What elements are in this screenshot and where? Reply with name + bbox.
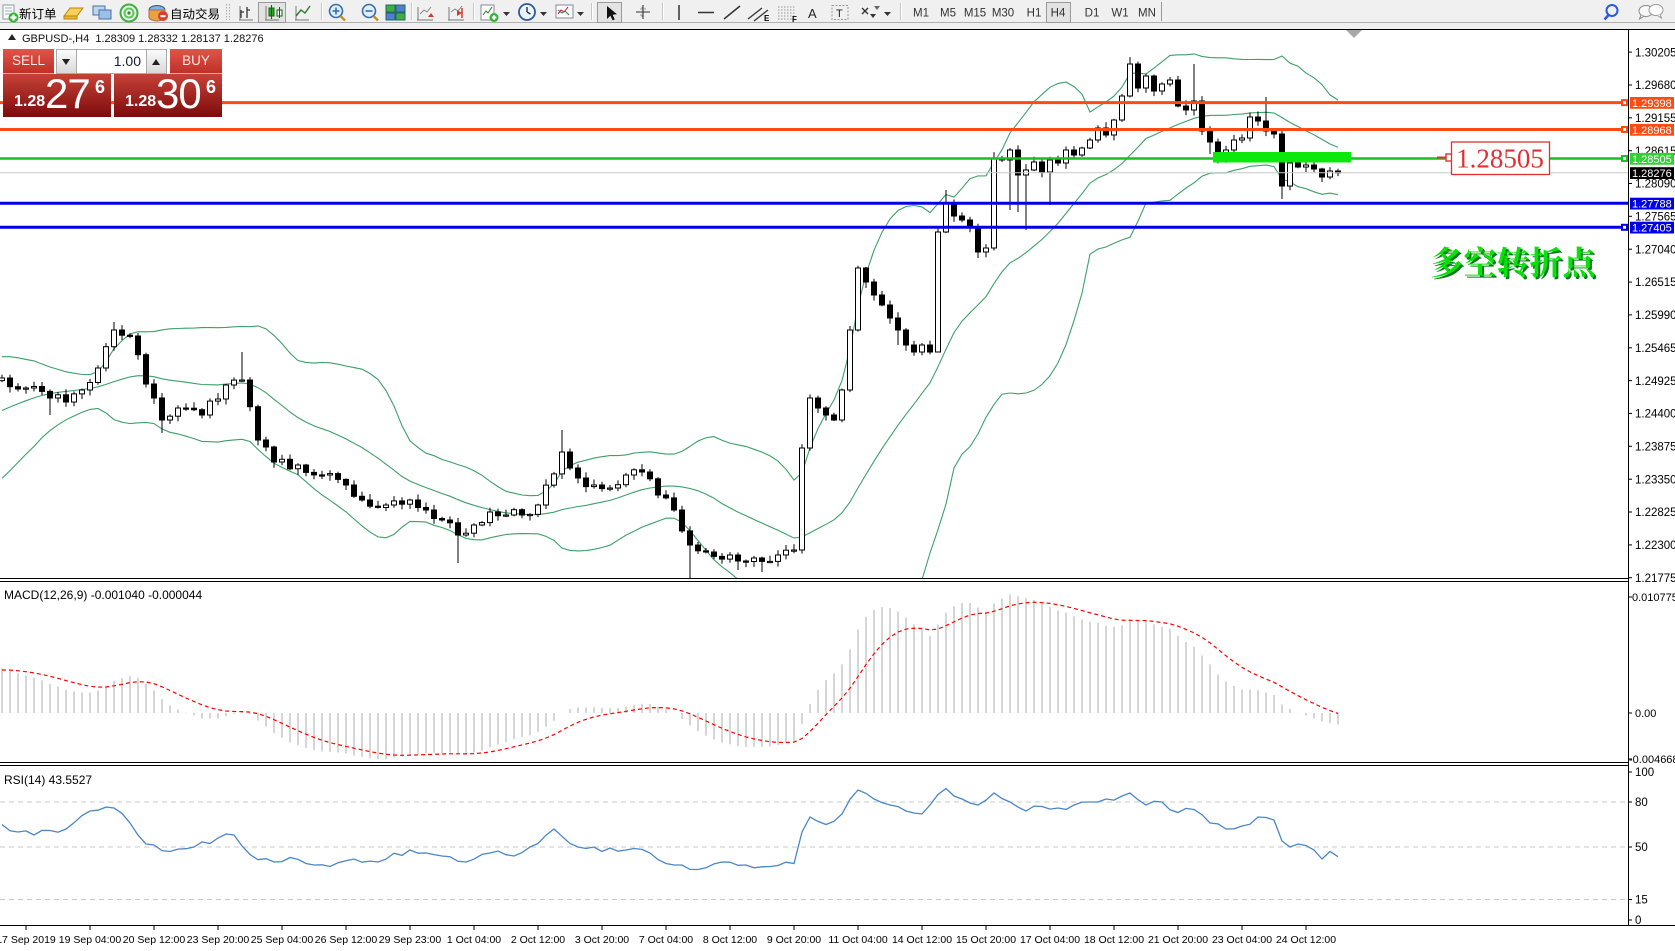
- svg-text:24 Oct 12:00: 24 Oct 12:00: [1276, 934, 1336, 946]
- svg-text:D1: D1: [1085, 8, 1100, 20]
- svg-text:25 Sep 04:00: 25 Sep 04:00: [251, 934, 314, 946]
- svg-text:2 Oct 12:00: 2 Oct 12:00: [511, 934, 565, 946]
- svg-text:1.23350: 1.23350: [1635, 474, 1675, 486]
- svg-text:1.27788: 1.27788: [1632, 199, 1672, 211]
- svg-text:H1: H1: [1027, 8, 1042, 20]
- svg-text:1.27040: 1.27040: [1635, 244, 1675, 256]
- svg-text:50: 50: [1635, 842, 1648, 854]
- svg-text:1 Oct 04:00: 1 Oct 04:00: [447, 934, 501, 946]
- svg-text:1.22825: 1.22825: [1635, 507, 1675, 519]
- svg-text:1.28505: 1.28505: [1632, 154, 1672, 166]
- svg-text:0.00: 0.00: [1635, 708, 1656, 720]
- svg-text:1.27405: 1.27405: [1632, 223, 1672, 235]
- svg-text:14 Oct 12:00: 14 Oct 12:00: [892, 934, 952, 946]
- svg-text:1.30205: 1.30205: [1635, 47, 1675, 59]
- svg-text:M5: M5: [940, 8, 956, 20]
- svg-text:29 Sep 23:00: 29 Sep 23:00: [379, 934, 442, 946]
- svg-text:3 Oct 20:00: 3 Oct 20:00: [575, 934, 629, 946]
- svg-text:-0.004668: -0.004668: [1629, 754, 1675, 766]
- svg-text:15: 15: [1635, 895, 1648, 907]
- svg-text:23 Sep 20:00: 23 Sep 20:00: [187, 934, 250, 946]
- svg-text:17 Oct 04:00: 17 Oct 04:00: [1020, 934, 1080, 946]
- svg-text:0.010775: 0.010775: [1632, 592, 1675, 604]
- svg-text:E: E: [764, 14, 770, 23]
- svg-text:M30: M30: [992, 8, 1014, 20]
- svg-text:1.28276: 1.28276: [1632, 168, 1672, 180]
- svg-text:11 Oct 04:00: 11 Oct 04:00: [828, 934, 888, 946]
- svg-text:1.25465: 1.25465: [1635, 343, 1675, 355]
- svg-text:8 Oct 12:00: 8 Oct 12:00: [703, 934, 757, 946]
- svg-text:1.28090: 1.28090: [1635, 179, 1675, 191]
- svg-text:A: A: [808, 6, 817, 21]
- svg-text:7 Oct 04:00: 7 Oct 04:00: [639, 934, 693, 946]
- svg-text:H4: H4: [1051, 8, 1066, 20]
- svg-text:100: 100: [1635, 767, 1654, 779]
- svg-text:1.29155: 1.29155: [1635, 113, 1675, 125]
- svg-text:1.23875: 1.23875: [1635, 442, 1675, 454]
- svg-text:15 Oct 20:00: 15 Oct 20:00: [956, 934, 1016, 946]
- svg-text:1.29398: 1.29398: [1632, 98, 1672, 110]
- svg-text:1.28505: 1.28505: [1456, 144, 1544, 174]
- svg-text:1.22300: 1.22300: [1635, 540, 1675, 552]
- svg-text:RSI(14) 43.5527: RSI(14) 43.5527: [4, 773, 92, 787]
- svg-text:1.25990: 1.25990: [1635, 310, 1675, 322]
- svg-text:1.27565: 1.27565: [1635, 212, 1675, 224]
- svg-text:1.29680: 1.29680: [1635, 80, 1675, 92]
- svg-text:20 Sep 12:00: 20 Sep 12:00: [123, 934, 186, 946]
- svg-text:80: 80: [1635, 797, 1648, 809]
- svg-text:W1: W1: [1111, 8, 1128, 20]
- svg-text:26 Sep 12:00: 26 Sep 12:00: [315, 934, 378, 946]
- svg-text:23 Oct 04:00: 23 Oct 04:00: [1212, 934, 1272, 946]
- svg-text:17 Sep 2019: 17 Sep 2019: [0, 934, 56, 946]
- svg-text:1.21775: 1.21775: [1635, 573, 1675, 585]
- svg-text:MACD(12,26,9) -0.001040 -0.000: MACD(12,26,9) -0.001040 -0.000044: [4, 588, 202, 602]
- svg-text:1.26515: 1.26515: [1635, 277, 1675, 289]
- svg-text:0: 0: [1635, 915, 1641, 927]
- svg-text:MN: MN: [1138, 8, 1156, 20]
- svg-text:1.28968: 1.28968: [1632, 125, 1672, 137]
- svg-text:GBPUSD-,H4 1.28309 1.28332 1.: GBPUSD-,H4 1.28309 1.28332 1.28137 1.282…: [22, 33, 264, 45]
- svg-text:21 Oct 20:00: 21 Oct 20:00: [1148, 934, 1208, 946]
- svg-text:1.24400: 1.24400: [1635, 409, 1675, 421]
- svg-text:M15: M15: [964, 8, 986, 20]
- svg-text:18 Oct 12:00: 18 Oct 12:00: [1084, 934, 1144, 946]
- svg-text:T: T: [836, 8, 843, 20]
- svg-text:M1: M1: [913, 8, 929, 20]
- svg-text:19 Sep 04:00: 19 Sep 04:00: [59, 934, 122, 946]
- svg-text:9 Oct 20:00: 9 Oct 20:00: [767, 934, 821, 946]
- svg-text:1.24925: 1.24925: [1635, 376, 1675, 388]
- svg-text:F: F: [792, 15, 797, 24]
